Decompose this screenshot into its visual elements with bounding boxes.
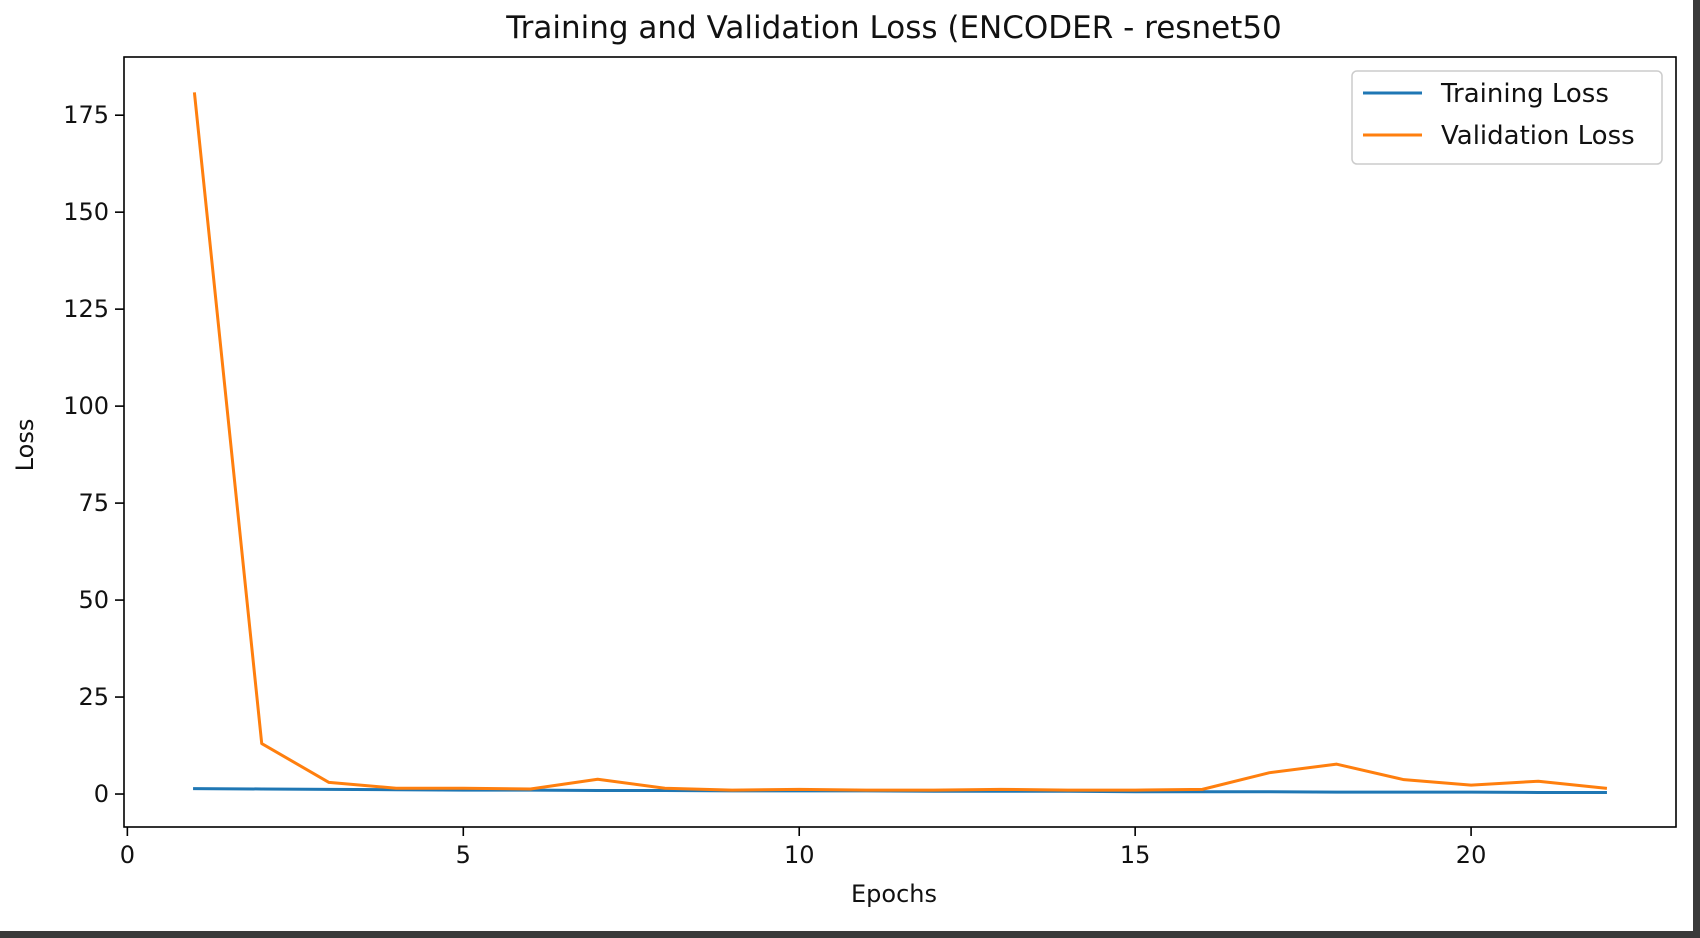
x-tick-label: 10 <box>784 841 815 869</box>
y-tick-label: 50 <box>78 586 109 614</box>
y-tick-label: 175 <box>63 101 109 129</box>
legend-label-validation-loss: Validation Loss <box>1441 121 1635 151</box>
legend-box <box>1351 70 1663 165</box>
plot-frame <box>123 56 1677 828</box>
y-tick-label: 25 <box>78 683 109 711</box>
y-tick-label: 125 <box>63 295 109 323</box>
x-axis-label: Epochs <box>851 880 937 908</box>
x-tick-label: 0 <box>120 841 135 869</box>
x-tick-label: 20 <box>1456 841 1487 869</box>
y-tick-label: 100 <box>63 392 109 420</box>
legend-label-training-loss: Training Loss <box>1440 79 1609 109</box>
chart-title: Training and Validation Loss (ENCODER - … <box>505 10 1282 46</box>
chart-legend: Training Loss Validation Loss <box>1351 70 1663 165</box>
y-tick-label: 0 <box>94 780 109 808</box>
series-line-validation-loss <box>192 92 1608 792</box>
plot-area: 0 5 10 15 20 0 25 50 75 100 125 150 175 <box>63 56 1677 869</box>
y-tick-label: 150 <box>63 198 109 226</box>
y-axis-label: Loss <box>11 419 39 472</box>
x-tick-label: 5 <box>456 841 471 869</box>
x-tick-label: 15 <box>1120 841 1151 869</box>
y-tick-label: 75 <box>78 489 109 517</box>
